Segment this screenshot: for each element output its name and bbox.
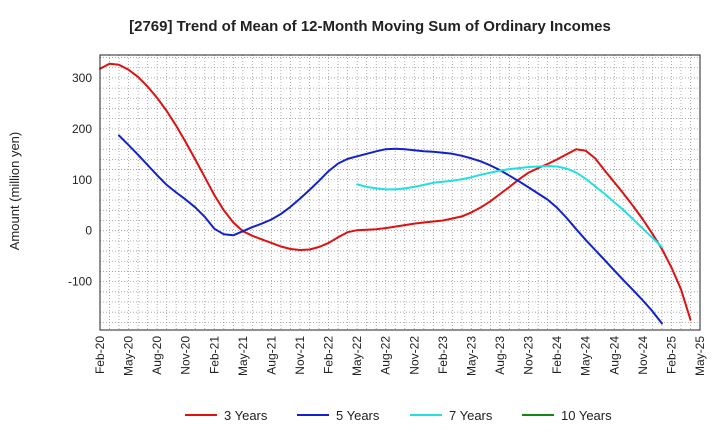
- series-lines: [99, 62, 692, 325]
- chart-title: [2769] Trend of Mean of 12-Month Moving …: [129, 18, 611, 35]
- plot-area: [99, 54, 701, 331]
- x-tick-label: Feb-24: [550, 336, 564, 374]
- series-line-7-years: [356, 165, 663, 248]
- x-tick-label: Nov-24: [636, 336, 650, 375]
- x-tick-label: Nov-23: [522, 336, 536, 375]
- x-tick-label: Aug-21: [264, 336, 278, 375]
- legend-label: 10 Years: [561, 408, 612, 423]
- x-tick-labels: Feb-20 May-20 Aug-20 Nov-20 Feb-21 May-21 Aug-…: [93, 336, 707, 376]
- x-tick-label: Aug-22: [379, 336, 393, 375]
- x-tick-label: Nov-22: [407, 336, 421, 375]
- x-tick-label: Aug-24: [607, 336, 621, 375]
- series-line-5-years: [118, 134, 663, 325]
- y-tick-label: 200: [72, 122, 92, 136]
- grid: [100, 55, 700, 330]
- y-tick-label: 300: [72, 71, 92, 85]
- x-tick-label: May-22: [350, 336, 364, 376]
- x-tick-label: Feb-22: [322, 336, 336, 374]
- y-tick-labels: 300 200 100 0 -100: [68, 71, 92, 289]
- x-tick-label: Nov-20: [179, 336, 193, 375]
- x-tick-label: Feb-25: [664, 336, 678, 374]
- x-tick-label: May-24: [579, 336, 593, 376]
- legend-label: 5 Years: [336, 408, 380, 423]
- y-tick-label: 100: [72, 173, 92, 187]
- x-tick-label: May-21: [236, 336, 250, 376]
- y-axis-label: Amount (million yen): [7, 132, 22, 251]
- legend: 3 Years 5 Years 7 Years 10 Years: [185, 408, 612, 423]
- x-tick-label: Feb-21: [207, 336, 221, 374]
- x-tick-label: Aug-20: [150, 336, 164, 375]
- x-tick-label: Nov-21: [293, 336, 307, 375]
- x-tick-label: May-23: [464, 336, 478, 376]
- x-tick-label: Aug-23: [493, 336, 507, 375]
- x-tick-label: Feb-20: [93, 336, 107, 374]
- x-tick-label: May-20: [122, 336, 136, 376]
- y-tick-label: 0: [85, 224, 92, 238]
- legend-label: 3 Years: [224, 408, 268, 423]
- y-tick-label: -100: [68, 275, 92, 289]
- x-tick-label: Feb-23: [436, 336, 450, 374]
- x-tick-label: May-25: [693, 336, 707, 376]
- legend-label: 7 Years: [449, 408, 493, 423]
- series-line-3-years: [99, 62, 692, 321]
